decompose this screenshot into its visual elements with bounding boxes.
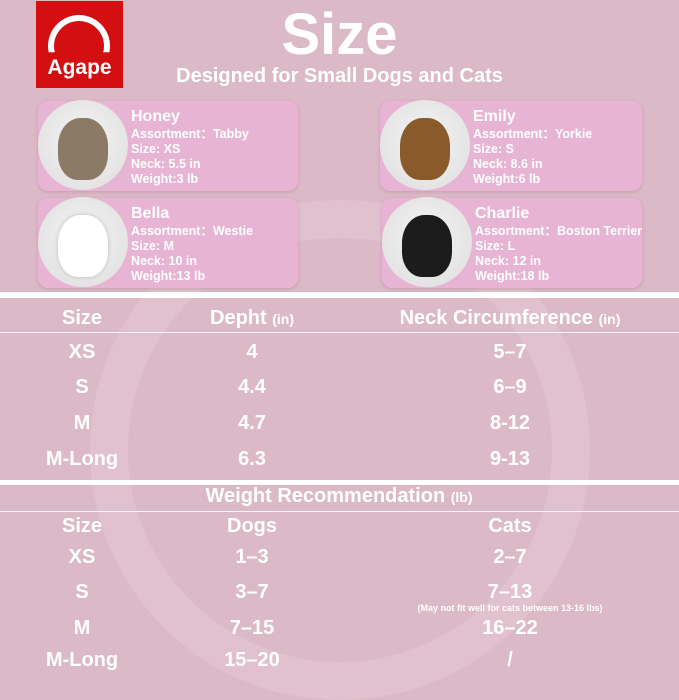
cats-header: Cats xyxy=(488,515,532,537)
page-subtitle: Designed for Small Dogs and Cats xyxy=(176,65,503,87)
divider xyxy=(0,480,679,485)
table-cell: 16–22 xyxy=(482,617,538,639)
pet-name: Emily xyxy=(473,108,516,125)
table-cell: 7–13 xyxy=(487,581,533,603)
pet-assortment: Assortment：Yorkie xyxy=(473,127,593,141)
pet-weight: Weight:3 lb xyxy=(131,172,199,186)
yorkie-photo xyxy=(380,100,470,190)
neck-header: Neck Circumference (in) xyxy=(399,307,621,329)
hands-arc-icon xyxy=(48,15,110,53)
tabby-kitten-photo xyxy=(38,100,128,190)
pet-size: Size: M xyxy=(131,239,175,253)
pet-size: Size: S xyxy=(473,142,514,156)
divider xyxy=(0,332,679,333)
pet-neck: Neck: 8.6 in xyxy=(473,157,543,171)
pet-name: Charlie xyxy=(475,205,530,222)
black-terrier-photo xyxy=(382,197,472,287)
pet-name: Honey xyxy=(131,108,180,125)
pet-assortment: Assortment：Boston Terrier xyxy=(475,224,643,238)
pet-assortment: Assortment：Westie xyxy=(131,224,254,238)
pet-card-honey: Honey Assortment：Tabby Size: XS Neck: 5.… xyxy=(38,100,298,191)
table-cell: M xyxy=(73,617,91,639)
table-cell: XS xyxy=(68,341,96,363)
table-cell: 9-13 xyxy=(489,448,531,470)
table-cell: 8-12 xyxy=(489,412,531,434)
pet-size: Size: L xyxy=(475,239,516,253)
pet-card-charlie: Charlie Assortment：Boston Terrier Size: … xyxy=(382,197,643,288)
pet-neck: Neck: 12 in xyxy=(475,254,542,268)
pet-card-bella: Bella Assortment：Westie Size: M Neck: 10… xyxy=(38,197,298,288)
table-cell: 3–7 xyxy=(235,581,269,603)
dogs-header: Dogs xyxy=(227,515,277,537)
agape-logo: Agape xyxy=(36,1,123,88)
table-cell: 6.3 xyxy=(238,448,266,470)
pet-neck: Neck: 10 in xyxy=(131,254,198,268)
table-cell: 6–9 xyxy=(493,376,527,398)
table-cell: 4 xyxy=(246,341,258,363)
pet-size: Size: XS xyxy=(131,142,181,156)
logo-text: Agape xyxy=(47,56,112,79)
table-cell: M xyxy=(73,412,91,434)
pet-card-emily: Emily Assortment：Yorkie Size: S Neck: 8.… xyxy=(380,100,642,191)
divider xyxy=(0,292,679,298)
pet-weight: Weight:6 lb xyxy=(473,172,541,186)
table-cell: 15–20 xyxy=(224,649,280,671)
westie-photo xyxy=(38,197,128,287)
divider xyxy=(0,511,679,512)
depth-header: Depht (in) xyxy=(210,307,294,329)
weight-title: Weight Recommendation (lb) xyxy=(205,485,473,507)
table-cell: 4.4 xyxy=(238,376,266,398)
cats-fit-note: (May not fit well for cats between 13-16… xyxy=(417,603,603,613)
table-cell: S xyxy=(75,581,89,603)
table-cell: 2–7 xyxy=(493,546,527,568)
table-cell: 7–15 xyxy=(229,617,275,639)
table-cell: M-Long xyxy=(45,649,119,671)
pet-weight: Weight:18 lb xyxy=(475,269,550,283)
table-cell: S xyxy=(75,376,89,398)
table-cell: 5–7 xyxy=(493,341,527,363)
size-header: Size xyxy=(61,307,103,329)
pet-assortment: Assortment：Tabby xyxy=(131,127,249,141)
table-cell: 1–3 xyxy=(235,546,269,568)
pet-name: Bella xyxy=(131,205,170,222)
pet-neck: Neck: 5.5 in xyxy=(131,157,201,171)
size-header: Size xyxy=(61,515,103,537)
table-cell: XS xyxy=(68,546,96,568)
table-cell: / xyxy=(507,649,513,671)
pet-weight: Weight:13 lb xyxy=(131,269,206,283)
page-title: Size xyxy=(281,2,398,67)
table-cell: M-Long xyxy=(45,448,119,470)
table-cell: 4.7 xyxy=(238,412,266,434)
